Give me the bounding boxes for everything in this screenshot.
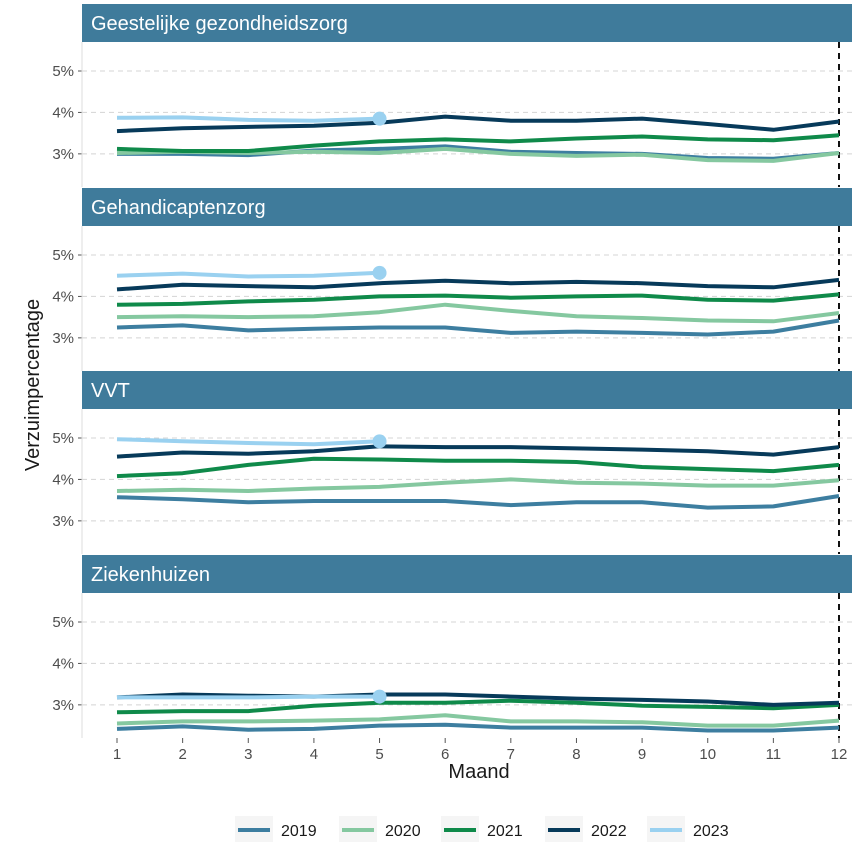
x-tick-label: 8 — [572, 746, 580, 763]
series-line-2019 — [117, 144, 840, 161]
legend-label: 2023 — [693, 823, 729, 840]
series-line-2020 — [116, 477, 840, 493]
series-line-2022 — [116, 277, 840, 292]
panel-title: Gehandicaptenzorg — [91, 197, 266, 219]
x-tick-label: 10 — [699, 746, 716, 763]
series-line-2021 — [116, 292, 840, 307]
series-line-2020 — [116, 302, 840, 324]
panel: VVT 3% 4% 5% — [52, 371, 852, 554]
series-line-2023 — [117, 694, 380, 700]
series-line-2019 — [116, 318, 840, 337]
legend-label: 2020 — [385, 823, 421, 840]
x-tick-label: 2 — [178, 746, 186, 763]
y-tick-label: 4% — [52, 471, 74, 488]
x-tick-label: 6 — [441, 746, 449, 763]
panel-title: VVT — [91, 380, 130, 402]
legend: 2019 2020 2021 2022 2023 — [235, 816, 729, 842]
x-tick-label: 5 — [375, 746, 383, 763]
series-line-2019 — [116, 722, 840, 733]
panel-title: Geestelijke gezondheidszorg — [91, 13, 348, 35]
series-endpoint-2023 — [372, 434, 387, 449]
y-tick-label: 5% — [52, 63, 74, 80]
panel-title: Ziekenhuizen — [91, 564, 210, 586]
series-endpoint-2023 — [372, 111, 387, 126]
y-tick-label: 4% — [52, 288, 74, 305]
y-tick-label: 3% — [52, 697, 74, 714]
x-tick-label: 9 — [638, 746, 646, 763]
y-tick-label: 3% — [52, 513, 74, 530]
legend-label: 2022 — [591, 823, 627, 840]
series-endpoint-2023 — [372, 689, 387, 704]
panel: Geestelijke gezondheidszorg 3% 4% 5% — [52, 4, 852, 187]
series-line-2022 — [116, 114, 840, 134]
panel-strip — [82, 555, 852, 593]
y-tick-label: 3% — [52, 330, 74, 347]
x-tick-label: 11 — [766, 746, 782, 763]
panel-strip — [82, 188, 852, 226]
y-tick-label: 5% — [52, 614, 74, 631]
y-tick-label: 4% — [52, 655, 74, 672]
x-tick-label: 4 — [310, 746, 318, 763]
series-line-2023 — [116, 270, 380, 279]
x-axis: 1 2 3 4 5 6 7 8 9 10 11 12 — [113, 738, 848, 763]
x-tick-label: 7 — [507, 746, 515, 763]
y-axis-title: Verzuimpercentage — [22, 299, 44, 471]
series-line-2020 — [116, 713, 840, 728]
x-tick-label: 1 — [113, 746, 121, 763]
x-tick-label: 3 — [244, 746, 252, 763]
series-line-2023 — [116, 115, 380, 123]
panel: Gehandicaptenzorg 3% 4% 5% — [52, 188, 852, 371]
y-tick-label: 5% — [52, 430, 74, 447]
series-line-2019 — [116, 494, 840, 510]
series-line-2021 — [116, 456, 840, 479]
y-tick-label: 4% — [52, 104, 74, 121]
series-line-2022 — [116, 444, 840, 459]
panel-strip — [82, 4, 852, 42]
x-axis-title: Maand — [448, 761, 509, 783]
series-endpoint-2023 — [372, 265, 387, 280]
panel: Ziekenhuizen 3% 4% 5% — [52, 555, 852, 738]
series-line-2021 — [116, 698, 840, 715]
legend-label: 2019 — [281, 823, 317, 840]
x-tick-label: 12 — [831, 746, 848, 763]
series-line-2021 — [116, 133, 840, 153]
panel-strip — [82, 371, 852, 409]
series-line-2023 — [116, 437, 380, 447]
chart-panels: Geestelijke gezondheidszorg3%4%5%Gehandi… — [52, 4, 852, 738]
y-tick-label: 3% — [52, 146, 74, 163]
legend-label: 2021 — [487, 823, 523, 840]
y-tick-label: 5% — [52, 247, 74, 264]
